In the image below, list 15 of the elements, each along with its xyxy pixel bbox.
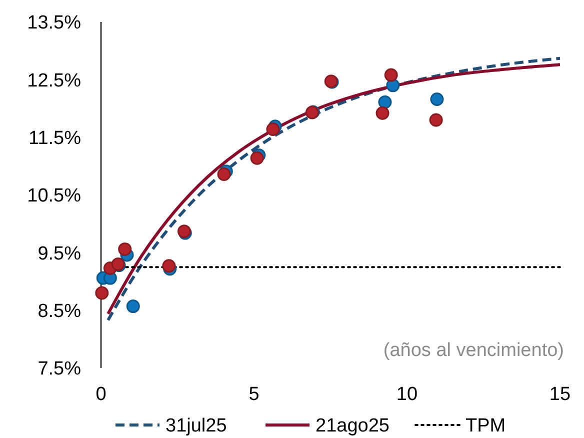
x-tick-label: 10 — [396, 384, 418, 405]
y-tick-label: 11.5% — [28, 128, 82, 149]
legend-label: 21ago25 — [316, 416, 390, 437]
annotation: (años al vencimiento) — [383, 340, 564, 361]
y-tick-label: 10.5% — [27, 186, 82, 207]
y-tick-label: 13.5% — [27, 12, 82, 34]
y-tick-label: 9.5% — [38, 243, 82, 264]
y-tick-label: 8.5% — [38, 300, 82, 322]
y-tick-label: 7.5% — [38, 358, 82, 380]
x-tick-label: 5 — [248, 384, 260, 405]
x-tick-label: 0 — [96, 384, 106, 405]
legend-label: TPM — [466, 416, 506, 437]
x-tick-label: 15 — [549, 384, 571, 405]
y-tick-label: 12.5% — [27, 70, 82, 92]
legend-label: 31jul25 — [166, 416, 227, 437]
